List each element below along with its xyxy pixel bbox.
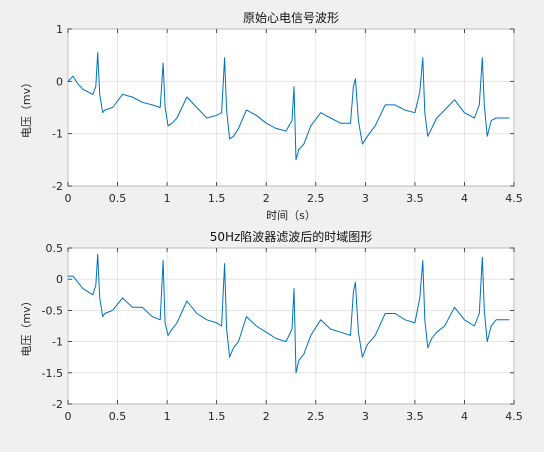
raw-ecg-chart: 0 0.5 1 1.5 2 2.5 3 3.5 4 4.5 1 0 -1 -2 原始心电信号波形 时间（s… (20, 11, 523, 222)
x-tick-label: 0.5 (109, 192, 127, 205)
x-tick-label: 1 (164, 192, 171, 205)
y-axis-label: 电压（mv） (20, 77, 33, 138)
x-tick-label: 4.5 (505, 192, 523, 205)
grid-lines (67, 247, 515, 405)
x-tick-label: 0 (65, 410, 72, 423)
x-axis-label: 时间（s） (266, 209, 316, 222)
x-tick-label: 2.5 (307, 192, 325, 205)
y-tick-label: 0 (56, 273, 63, 286)
x-tick-label: 4 (461, 410, 468, 423)
x-tick-label: 1 (164, 410, 171, 423)
ecg-trace (67, 253, 510, 374)
x-tick-label: 3 (362, 410, 369, 423)
chart-title: 原始心电信号波形 (243, 11, 339, 25)
chart-title: 50Hz陷波器滤波后的时域图形 (210, 229, 373, 244)
y-tick-label: -1.5 (42, 367, 63, 380)
ecg-trace (67, 52, 510, 161)
y-tick-label: 0 (56, 75, 63, 88)
x-tick-label: 2 (263, 410, 270, 423)
x-tick-label: 1.5 (208, 410, 226, 423)
x-tick-label: 3.5 (406, 410, 424, 423)
y-tick-label: 0.5 (46, 242, 64, 255)
y-tick-label: -2 (52, 398, 63, 411)
y-tick-label: 1 (56, 23, 63, 36)
axis-ticks: 0 0.5 1 1.5 2 2.5 3 3.5 4 4.5 1 0 -1 -2 (52, 23, 523, 205)
filtered-ecg-chart: 0 0.5 1 1.5 2 2.5 3 3.5 4 4.5 0.5 0 -0.5 -1 -1.5 -2 50H… (20, 229, 523, 423)
x-tick-label: 2 (263, 192, 270, 205)
grid-lines (67, 28, 515, 187)
x-tick-label: 3.5 (406, 192, 424, 205)
x-tick-label: 0.5 (109, 410, 127, 423)
y-tick-label: -1 (52, 128, 63, 141)
y-tick-label: -1 (52, 336, 63, 349)
x-tick-label: 4.5 (505, 410, 523, 423)
plot-area (67, 28, 515, 187)
y-axis-label: 电压（mv） (20, 295, 33, 356)
x-tick-label: 3 (362, 192, 369, 205)
x-tick-label: 0 (65, 192, 72, 205)
x-tick-label: 1.5 (208, 192, 226, 205)
x-tick-label: 2.5 (307, 410, 325, 423)
axis-ticks: 0 0.5 1 1.5 2 2.5 3 3.5 4 4.5 0.5 0 -0.5 -1 -1.5 -2 (42, 242, 523, 423)
y-tick-label: -0.5 (42, 304, 63, 317)
x-tick-label: 4 (461, 192, 468, 205)
y-tick-label: -2 (52, 180, 63, 193)
plot-area (67, 247, 515, 405)
